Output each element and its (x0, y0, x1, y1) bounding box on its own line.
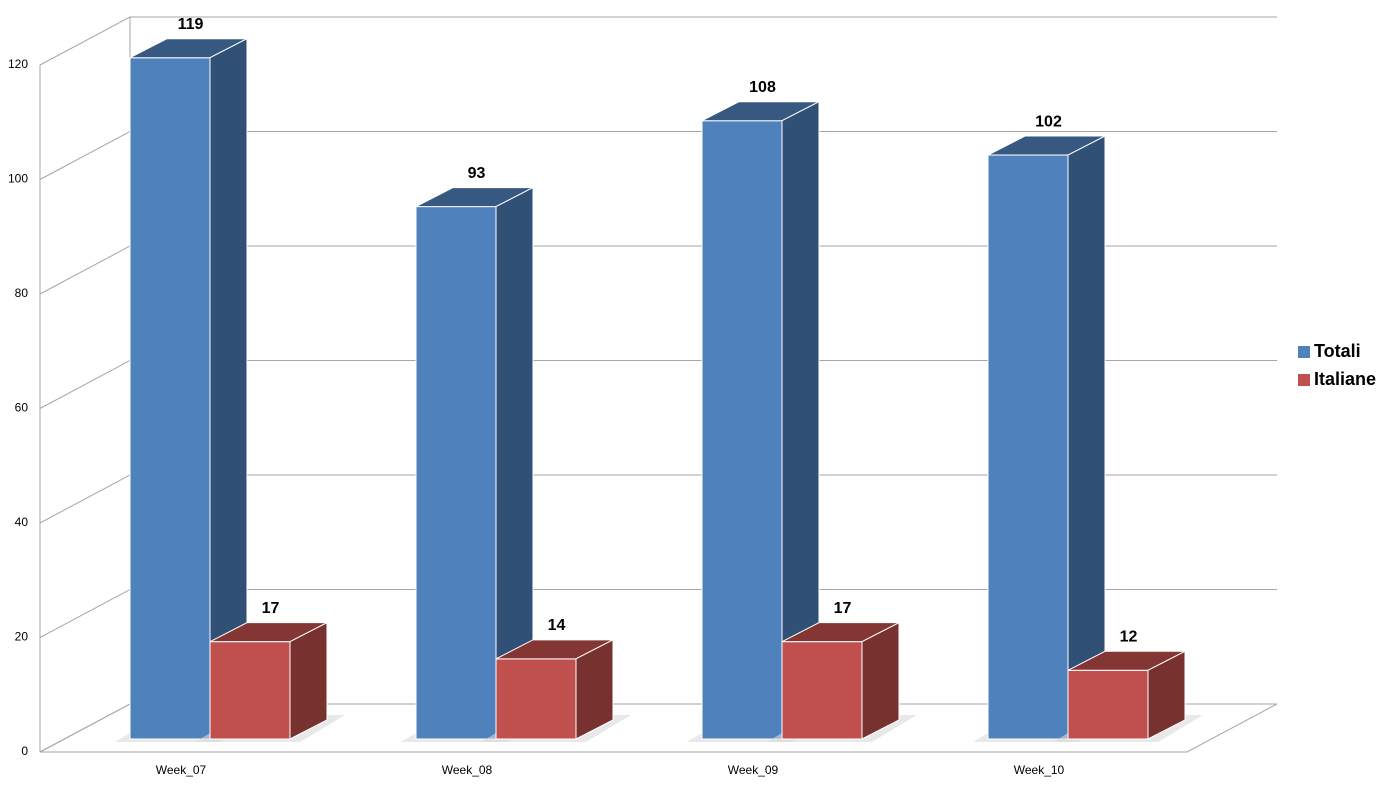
bar-front (987, 154, 1069, 740)
grid-line (39, 16, 131, 66)
bar-front (415, 206, 497, 740)
bar-front (701, 120, 783, 740)
bar-side (861, 621, 900, 740)
bar-front (1067, 669, 1149, 740)
bar (973, 135, 1123, 742)
grid-line (39, 245, 131, 295)
bar-front (129, 57, 211, 740)
bar-side (1147, 650, 1186, 740)
bar (767, 621, 917, 742)
y-tick-label: 0 (21, 744, 28, 758)
data-label: 102 (1035, 113, 1062, 130)
bar (401, 186, 551, 742)
x-tick-label: Week_07 (156, 763, 207, 777)
x-tick-label: Week_09 (728, 763, 779, 777)
legend-swatch (1298, 346, 1310, 358)
grid-line (39, 131, 131, 180)
legend-swatch (1298, 374, 1310, 386)
x-tick-label: Week_08 (442, 763, 493, 777)
grid-line (39, 703, 131, 753)
grid-line (39, 360, 131, 409)
grid-line (39, 589, 131, 638)
data-label: 17 (834, 600, 852, 617)
bar-front (781, 641, 863, 740)
data-label: 14 (548, 617, 566, 634)
data-label: 108 (749, 79, 776, 96)
data-label: 119 (178, 16, 204, 33)
grid-line (39, 474, 131, 524)
bar-front (495, 658, 577, 740)
bar-side (1067, 135, 1106, 740)
bar (1053, 650, 1203, 742)
y-tick-label: 120 (8, 57, 28, 71)
bar (195, 621, 345, 742)
y-tick-label: 80 (15, 286, 29, 300)
y-tick-label: 20 (15, 630, 29, 644)
data-label: 17 (262, 600, 280, 617)
bar (481, 639, 631, 742)
legend-label: Italiane (1314, 369, 1376, 389)
bar-side (289, 621, 328, 740)
bar-front (209, 641, 291, 740)
y-tick-label: 60 (15, 401, 29, 415)
y-tick-label: 40 (15, 515, 29, 529)
data-label: 93 (468, 165, 486, 182)
bar (115, 37, 265, 742)
data-label: 12 (1120, 629, 1138, 646)
bar-side (575, 639, 614, 740)
legend-label: Totali (1314, 341, 1361, 361)
x-tick-label: Week_10 (1014, 763, 1065, 777)
y-tick-label: 100 (8, 172, 28, 186)
